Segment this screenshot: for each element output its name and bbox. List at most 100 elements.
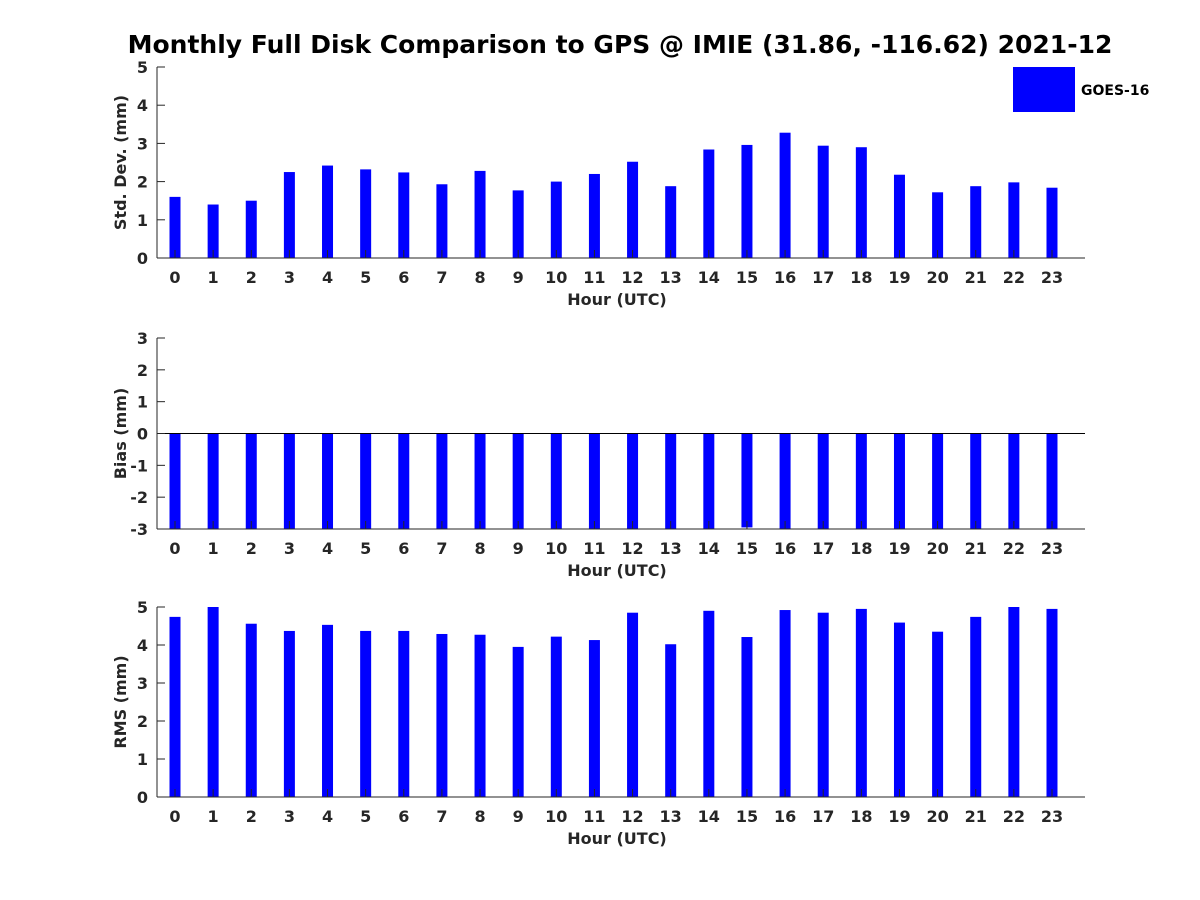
bias-xtick-label: 0	[169, 539, 180, 558]
std-dev-ytick-label: 2	[137, 173, 148, 192]
bias-ytick-label: 1	[137, 393, 148, 412]
rms-bar-16	[779, 610, 791, 797]
bias-bar-12	[627, 433, 639, 529]
bias-ytick-label: -3	[130, 520, 148, 539]
std-dev-bar-17	[817, 145, 829, 258]
std-dev-xtick-label: 22	[1003, 268, 1025, 287]
std-dev-bar-9	[512, 190, 524, 258]
bias-xtick-label: 18	[850, 539, 872, 558]
bias-xtick-label: 16	[774, 539, 796, 558]
bias-bar-22	[1008, 433, 1020, 529]
rms-bar-20	[932, 631, 944, 797]
rms-ytick-label: 5	[137, 598, 148, 617]
std-dev-bar-18	[855, 147, 867, 258]
rms-bar-22	[1008, 607, 1020, 797]
bias-bar-20	[932, 433, 944, 529]
std-dev-bar-4	[322, 165, 334, 258]
std-dev-bar-23	[1046, 187, 1058, 258]
bias-bar-16	[779, 433, 791, 529]
rms-xtick-label: 16	[774, 807, 796, 826]
std-dev-xtick-label: 14	[698, 268, 720, 287]
std-dev-bar-21	[970, 186, 982, 258]
rms-xtick-label: 14	[698, 807, 720, 826]
chart-title: Monthly Full Disk Comparison to GPS @ IM…	[128, 30, 1113, 59]
rms-xtick-label: 17	[812, 807, 834, 826]
bias-xtick-label: 20	[926, 539, 948, 558]
std-dev-xtick-label: 20	[926, 268, 948, 287]
bias-bar-14	[703, 433, 715, 529]
bias-xtick-label: 22	[1003, 539, 1025, 558]
rms-xtick-label: 19	[888, 807, 910, 826]
rms-xtick-label: 13	[660, 807, 682, 826]
rms-xtick-label: 0	[169, 807, 180, 826]
std-dev-bar-13	[665, 186, 677, 258]
std-dev-bar-14	[703, 149, 715, 258]
bias-xtick-label: 11	[583, 539, 605, 558]
std-dev-xtick-label: 13	[660, 268, 682, 287]
std-dev-xtick-label: 10	[545, 268, 567, 287]
bias-xtick-label: 2	[246, 539, 257, 558]
rms-bar-17	[817, 612, 829, 797]
legend-label-goes-16: GOES-16	[1081, 83, 1149, 99]
bias-bar-3	[283, 433, 295, 529]
rms-xtick-label: 7	[436, 807, 447, 826]
bias-xtick-label: 14	[698, 539, 720, 558]
bias-bar-10	[550, 433, 562, 529]
rms-ytick-label: 2	[137, 712, 148, 731]
std-dev-ytick-label: 0	[137, 249, 148, 268]
legend-swatch-goes-16	[1013, 67, 1075, 112]
bias-xtick-label: 21	[965, 539, 987, 558]
bias-xtick-label: 4	[322, 539, 333, 558]
rms-ytick-label: 1	[137, 750, 148, 769]
bias-ytick-label: 2	[137, 361, 148, 380]
rms-xtick-label: 2	[246, 807, 257, 826]
rms-bar-10	[550, 636, 562, 797]
rms-bar-18	[855, 608, 867, 797]
rms-ytick-label: 0	[137, 788, 148, 807]
std-dev-xtick-label: 5	[360, 268, 371, 287]
std-dev-xtick-label: 17	[812, 268, 834, 287]
bias-bar-5	[360, 433, 372, 529]
bias-ytick-label: -2	[130, 488, 148, 507]
rms-bar-7	[436, 633, 448, 797]
bias-xtick-label: 8	[474, 539, 485, 558]
bias-xlabel: Hour (UTC)	[567, 561, 667, 580]
std-dev-xtick-label: 11	[583, 268, 605, 287]
rms-bar-19	[893, 622, 905, 797]
std-dev-bar-7	[436, 184, 448, 258]
bias-xtick-label: 1	[208, 539, 219, 558]
bias-ytick-label: -1	[130, 456, 148, 475]
rms-bar-8	[474, 634, 486, 797]
std-dev-xlabel: Hour (UTC)	[567, 290, 667, 309]
std-dev-xtick-label: 19	[888, 268, 910, 287]
std-dev-bar-3	[283, 172, 295, 258]
bias-bar-18	[855, 433, 867, 529]
std-dev-xtick-label: 9	[513, 268, 524, 287]
bias-xtick-label: 19	[888, 539, 910, 558]
bias-xtick-label: 17	[812, 539, 834, 558]
rms-xtick-label: 12	[621, 807, 643, 826]
rms-bar-5	[360, 630, 372, 797]
bias-xtick-label: 12	[621, 539, 643, 558]
std-dev-bar-16	[779, 132, 791, 258]
rms-bar-13	[665, 644, 677, 797]
bias-xtick-label: 15	[736, 539, 758, 558]
rms-bar-9	[512, 646, 524, 797]
std-dev-bar-2	[245, 200, 257, 258]
rms-xlabel: Hour (UTC)	[567, 829, 667, 848]
rms-xtick-label: 5	[360, 807, 371, 826]
std-dev-bar-0	[169, 196, 181, 258]
rms-bar-6	[398, 630, 410, 797]
rms-xtick-label: 3	[284, 807, 295, 826]
legend: GOES-16	[1013, 67, 1149, 112]
rms-xtick-label: 18	[850, 807, 872, 826]
rms-xtick-label: 23	[1041, 807, 1063, 826]
bias-xtick-label: 23	[1041, 539, 1063, 558]
bias-bar-11	[588, 433, 600, 529]
std-dev-xtick-label: 2	[246, 268, 257, 287]
rms-bar-15	[741, 637, 753, 797]
std-dev-xtick-label: 21	[965, 268, 987, 287]
std-dev-bar-19	[893, 174, 905, 258]
